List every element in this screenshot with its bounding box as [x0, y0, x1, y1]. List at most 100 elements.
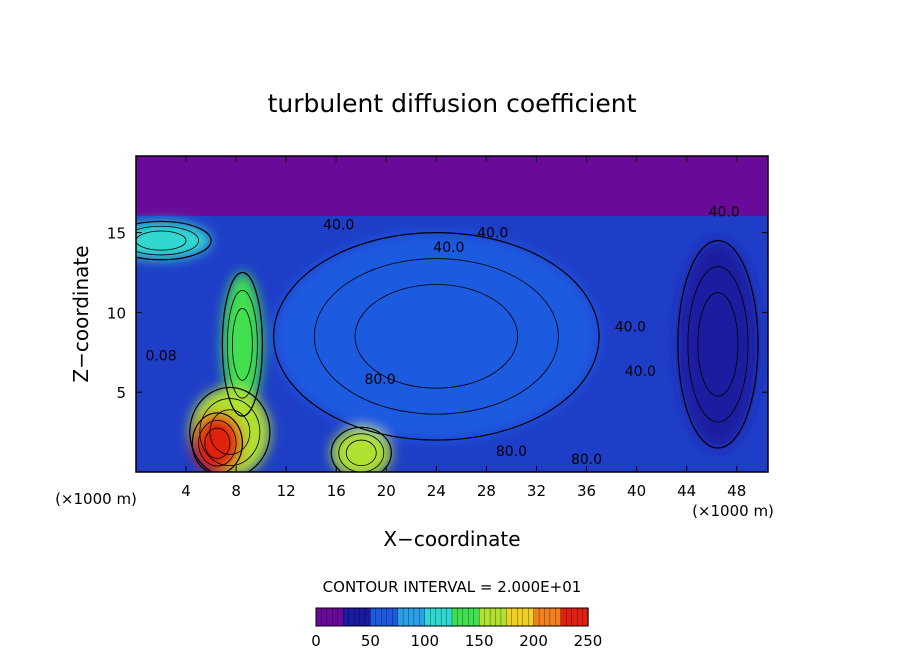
colorbar-cell-26 — [457, 607, 464, 627]
x-tick-label-2: 12 — [277, 482, 296, 500]
colorbar-cell-16 — [402, 607, 410, 627]
contour-line-2-0 — [330, 426, 392, 472]
contour-line-4-2 — [354, 284, 519, 389]
colorbar-ticks: 0 50 100 150 200 250 — [311, 632, 602, 650]
x-tick-label-8: 36 — [577, 482, 596, 500]
contour-line-0-1 — [198, 420, 237, 467]
contour-line-4-0 — [273, 232, 600, 441]
heatmap-background-band — [136, 156, 768, 216]
colorbar-cell-28 — [468, 607, 475, 627]
colorbar-cell-35 — [506, 607, 513, 627]
colorbar-frame — [315, 607, 589, 627]
colorbar-cell-13 — [386, 607, 393, 627]
contour-line-5-2 — [697, 292, 739, 397]
chart-title: turbulent diffusion coefficient — [268, 89, 637, 118]
y-tick-label-0: 5 — [116, 384, 126, 402]
colorbar-cell-45 — [560, 607, 567, 627]
heatmap-feature-6 — [192, 412, 243, 472]
colorbar-cell-7 — [353, 607, 361, 627]
colorbar-cell-32 — [489, 607, 497, 627]
contour-label-9: 0.08 — [145, 348, 176, 364]
x-tick-label-9: 40 — [627, 482, 646, 500]
colorbar-tick-label-4: 200 — [519, 632, 548, 650]
colorbar-cell-3 — [332, 607, 339, 627]
colorbar-cell-14 — [392, 607, 399, 627]
colorbar-cell-33 — [495, 607, 502, 627]
heatmap-feature-1 — [273, 232, 600, 441]
colorbar-tick-label-2: 100 — [410, 632, 439, 650]
contour-lines — [136, 220, 759, 472]
contour-line-2-2 — [345, 439, 377, 467]
colorbar-cell-44 — [555, 607, 562, 627]
x-tick-label-1: 8 — [231, 482, 241, 500]
colorbar-cell-17 — [408, 607, 415, 627]
contour-label-2: 40.0 — [433, 240, 464, 256]
x-tick-label-11: 48 — [727, 482, 746, 500]
contour-label-1: 40.0 — [477, 225, 508, 241]
contour-interval-label: CONTOUR INTERVAL = 2.000E+01 — [323, 578, 582, 596]
contour-label-5: 40.0 — [709, 205, 740, 221]
colorbar-cell-6 — [348, 607, 355, 627]
colorbar-tick-label-5: 250 — [574, 632, 603, 650]
colorbar-cell-40 — [533, 607, 540, 627]
colorbar-cell-48 — [576, 607, 584, 627]
colorbar-cell-21 — [430, 607, 437, 627]
colorbar: 0 50 100 150 200 250 — [311, 607, 602, 650]
x-tick-label-7: 32 — [527, 482, 546, 500]
colorbar-cell-30 — [479, 607, 486, 627]
contour-line-6-1 — [136, 225, 199, 256]
plot-frame — [135, 155, 769, 473]
contour-label-3: 40.0 — [615, 320, 646, 336]
heatmap-field — [136, 156, 768, 472]
colorbar-cell-22 — [435, 607, 442, 627]
x-tick-label-3: 16 — [327, 482, 346, 500]
heatmap-feature-0 — [677, 240, 758, 449]
y-tick-label-2: 15 — [107, 225, 126, 243]
x-tick-label-4: 20 — [377, 482, 396, 500]
colorbar-cell-29 — [473, 607, 480, 627]
contour-label-0: 40.0 — [323, 217, 354, 233]
contour-line-0-2 — [204, 427, 231, 459]
x-tick-label-6: 28 — [477, 482, 496, 500]
x-tick-label-10: 44 — [677, 482, 696, 500]
colorbar-cell-41 — [538, 607, 546, 627]
contour-line-3-2 — [231, 308, 253, 381]
contour-line-5-1 — [687, 266, 749, 423]
colorbar-cell-43 — [549, 607, 557, 627]
x-axis-ticks: 4 8 12 16 20 24 28 32 36 40 44 48 — [181, 156, 746, 500]
heatmap-feature-3 — [222, 272, 263, 417]
y-tick-label-1: 10 — [107, 304, 126, 322]
contour-line-6-0 — [136, 220, 212, 261]
x-unit-label-right: (×1000 m) — [692, 502, 774, 520]
colorbar-cell-5 — [343, 607, 350, 627]
x-unit-label-left: (×1000 m) — [55, 490, 137, 508]
colorbar-cell-8 — [359, 607, 366, 627]
contour-labels: 40.0 40.0 40.0 40.0 40.0 40.0 80.0 80.0 80.0 0.08 — [145, 205, 739, 468]
x-axis-label: X−coordinate — [383, 527, 520, 551]
colorbar-cell-10 — [370, 607, 377, 627]
colorbar-cell-25 — [451, 607, 459, 627]
colorbar-cell-9 — [364, 607, 372, 627]
colorbar-cell-19 — [419, 607, 426, 627]
colorbar-cell-4 — [337, 607, 344, 627]
colorbar-tick-label-3: 150 — [465, 632, 494, 650]
contour-line-5-0 — [677, 239, 759, 449]
colorbar-cell-15 — [397, 607, 404, 627]
colorbar-cell-12 — [381, 607, 388, 627]
colorbar-cell-2 — [326, 607, 333, 627]
colorbar-cell-36 — [511, 607, 518, 627]
colorbar-tick-label-0: 0 — [311, 632, 321, 650]
colorbar-cell-23 — [440, 607, 448, 627]
x-tick-label-0: 4 — [181, 482, 191, 500]
colorbar-cell-18 — [413, 607, 421, 627]
contour-label-6: 80.0 — [364, 372, 395, 388]
colorbar-cell-34 — [500, 607, 508, 627]
contour-label-8: 80.0 — [571, 452, 602, 468]
contour-line-1-0 — [189, 386, 271, 472]
contour-label-4: 40.0 — [625, 364, 656, 380]
contour-line-6-2 — [136, 230, 187, 251]
colorbar-cell-39 — [528, 607, 535, 627]
colorbar-cell-0 — [315, 607, 323, 627]
contour-line-3-1 — [226, 290, 258, 399]
